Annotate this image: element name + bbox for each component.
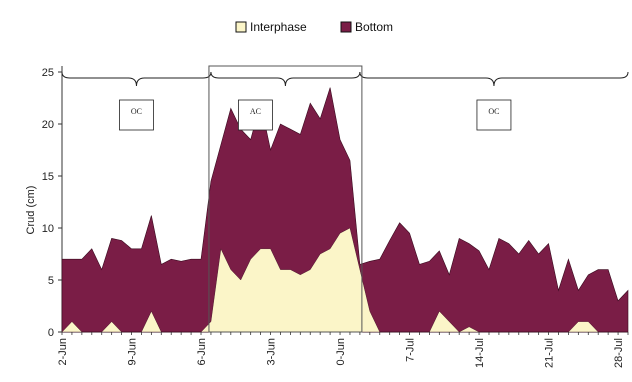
y-tick-label: 10 [42,223,54,235]
y-tick-label: 20 [42,119,54,131]
y-axis-title: Crud (cm) [25,186,37,235]
annotation-box [119,99,154,131]
y-ticks: 0 5 10 15 20 25 [42,67,62,339]
legend-label-interphase: Interphase [250,20,307,34]
legend-swatch-bottom [340,21,352,33]
legend-label-bottom: Bottom [355,20,393,34]
annotation-bracket [210,71,361,87]
x-tick-label: 0-Jun [335,338,347,366]
y-tick-label: 25 [42,67,54,79]
annotation-box [476,99,512,131]
annotation-bracket [61,71,212,87]
area-bottom [61,87,629,333]
x-tick-label: 9-Jun [127,338,139,366]
x-tick-label: 28-Jul [613,338,625,368]
legend: Interphase Bottom [235,20,393,34]
annotation-label: OC [131,107,142,116]
annotation-brackets: OC AC OC [61,65,629,333]
annotation-bracket [359,71,629,87]
y-tick-label: 15 [42,171,54,183]
x-tick-label: 2-Jun [57,338,69,366]
x-tick-label: 3-Jun [266,338,278,366]
annotation-label: OC [488,107,499,116]
ac-period-frame [208,65,363,333]
annotation-box [238,99,273,131]
x-tick-label: 7-Jul [405,338,417,362]
y-tick-label: 0 [48,327,54,339]
area-interphase [61,227,628,333]
x-tick-label: 14-Jul [474,338,486,368]
y-tick-label: 5 [48,275,54,287]
area-series [61,87,629,333]
annotation-label: AC [250,107,261,116]
legend-swatch-interphase [235,21,247,33]
x-tick-label: 6-Jun [196,338,208,366]
x-tick-label: 21-Jul [544,338,556,368]
x-ticks: 2-Jun 9-Jun 6-Jun 3-Jun 0-Jun 7-Jul 14-Jul 21-J… [57,332,629,368]
